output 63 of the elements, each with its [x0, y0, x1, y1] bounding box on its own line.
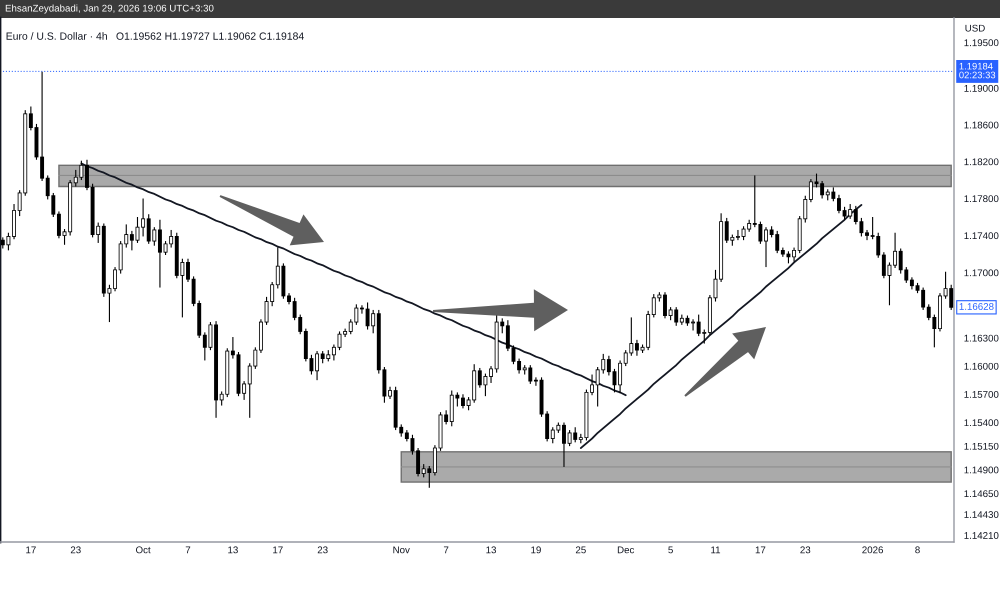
candlestick — [775, 230, 780, 254]
x-tick-label: 23 — [70, 546, 81, 554]
text: 1.16628 — [960, 303, 994, 310]
x-tick-label: 17 — [26, 546, 36, 554]
y-tick-label: 1.18600 — [964, 122, 998, 128]
y-tick-label: 1.14900 — [964, 466, 998, 474]
line-series — [80, 162, 627, 396]
text: EhsanZeydabadi, Jan 29, 2026 19:06 UTC+3:30 — [6, 4, 214, 14]
y-tick-label: 1.17400 — [964, 232, 998, 240]
x-tick-label: 13 — [228, 546, 238, 554]
text: Euro / U.S. Dollar · 4h — [6, 32, 107, 40]
x-tick-label: 5 — [668, 546, 673, 554]
x-tick-label: 13 — [486, 546, 496, 554]
x-tick-label: 7 — [186, 546, 190, 554]
candlestick — [826, 188, 830, 201]
y-tick-label: 1.17800 — [964, 195, 998, 202]
y-tick-label: 1.19500 — [964, 39, 998, 46]
candlestick — [876, 232, 880, 258]
x-tick-label: 8 — [915, 546, 920, 554]
candlestick — [146, 214, 151, 244]
x-tick-label: 23 — [318, 546, 328, 554]
y-tick-label: 1.14430 — [964, 511, 998, 518]
line-series — [580, 204, 862, 449]
candlestick — [124, 224, 128, 248]
candlestick — [926, 304, 931, 321]
y-tick-label: 1.17000 — [964, 269, 998, 276]
y-tick-label: 1.16300 — [964, 334, 998, 342]
y-axis-title: USD — [965, 24, 985, 32]
x-tick-label: 23 — [800, 546, 810, 554]
x-tick-label: 19 — [531, 546, 541, 554]
y-tick-label: 1.15150 — [964, 442, 998, 450]
candlestick — [348, 318, 353, 335]
candlestick — [399, 424, 404, 438]
y-tick-label: 1.18200 — [964, 158, 998, 166]
y-tick-label: 1.14210 — [964, 532, 998, 539]
candlestick — [752, 174, 757, 228]
x-tick-label: 25 — [576, 546, 586, 554]
y-tick-label: 1.14650 — [964, 490, 998, 498]
candlestick — [601, 353, 606, 374]
candlestick — [248, 362, 252, 418]
x-tick-label: 17 — [273, 546, 283, 554]
candlestick — [674, 306, 678, 326]
x-tick-label: Oct — [136, 546, 151, 554]
ref-line-label: 1.19184 02:23:33 — [959, 62, 996, 78]
x-tick-label: Dec — [618, 546, 634, 554]
candlestick — [276, 247, 280, 290]
candlestick — [500, 318, 504, 334]
y-tick-label: 1.15400 — [964, 419, 998, 426]
x-tick-label: 17 — [756, 546, 766, 554]
candlestick — [624, 350, 628, 367]
candlestick — [550, 426, 555, 444]
text: O1.19562 H1.19727 L1.19062 C1.19184 — [116, 32, 304, 40]
candlestick — [298, 314, 302, 335]
candlestick — [803, 195, 808, 224]
x-tick-label: 2026 — [862, 546, 884, 554]
candlestick — [326, 350, 330, 362]
x-tick-label: 11 — [711, 546, 720, 554]
x-tick-label: Nov — [393, 546, 410, 554]
candlestick — [724, 217, 729, 244]
y-tick-label: 1.19000 — [964, 84, 998, 92]
y-tick-label: 1.15700 — [964, 390, 998, 398]
x-tick-label: 7 — [444, 546, 448, 554]
y-tick-label: 1.16000 — [964, 362, 998, 370]
